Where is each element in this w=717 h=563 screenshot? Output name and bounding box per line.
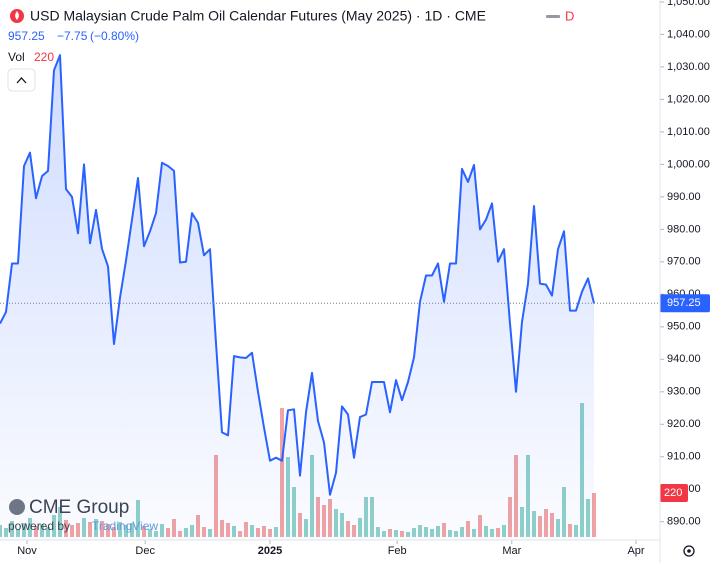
y-tick-label: 970.00: [667, 256, 701, 268]
x-tick-label: Mar: [502, 545, 521, 557]
y-tick-label: 1,000.00: [667, 158, 710, 170]
y-tick-label: 1,040.00: [667, 28, 710, 40]
y-tick-label: 890.00: [667, 516, 701, 528]
volume-value: 220: [34, 50, 54, 64]
area-fill: [0, 55, 594, 540]
y-tick-label: 980.00: [667, 223, 701, 235]
volume-tag: [660, 484, 688, 502]
cme-logo: [9, 499, 25, 515]
price-line: [0, 54, 595, 496]
x-tick-label: 2025: [258, 545, 282, 557]
y-tick-label: 1,050.00: [667, 0, 710, 8]
x-tick-label: Feb: [388, 545, 407, 557]
y-tick-label: 1,030.00: [667, 61, 710, 73]
status-dash: [546, 15, 560, 18]
y-tick-label: 990.00: [667, 191, 701, 203]
collapse-icon: [16, 77, 27, 84]
plot: [0, 54, 660, 540]
y-tick-label: 1,010.00: [667, 126, 710, 138]
axes: 890.00900.00910.00920.00930.00940.00950.…: [17, 0, 710, 557]
y-tick-label: 920.00: [667, 418, 701, 430]
y-tick-label: 940.00: [667, 353, 701, 365]
price-change-pct: (−0.80%): [90, 29, 139, 43]
y-tick-label: 910.00: [667, 451, 701, 463]
settings-icon-center: [687, 549, 691, 553]
x-tick-label: Apr: [627, 545, 644, 557]
x-tick-label: Dec: [135, 545, 155, 557]
y-tick-label: 1,020.00: [667, 93, 710, 105]
volume-tag-label: 220: [664, 487, 682, 499]
powered-by: powered by: [8, 519, 70, 533]
last-price-tag: [660, 294, 710, 313]
logo-drop: [15, 11, 19, 20]
last-price-tag-label: 957.25: [667, 297, 701, 309]
volume-label: Vol: [8, 50, 25, 64]
last-price: 957.25: [8, 29, 45, 43]
settings-icon[interactable]: [683, 545, 695, 557]
powered-by-brand: TradingView: [92, 519, 158, 533]
chart-title: USD Malaysian Crude Palm Oil Calendar Fu…: [30, 8, 486, 24]
x-tick-label: Nov: [17, 545, 37, 557]
brand: CME Group: [29, 497, 129, 518]
collapse-button[interactable]: [7, 68, 36, 92]
price-change: −7.75: [57, 29, 88, 43]
interval-badge: D: [565, 8, 574, 23]
y-tick-label: 950.00: [667, 321, 701, 333]
y-tick-label: 930.00: [667, 386, 701, 398]
